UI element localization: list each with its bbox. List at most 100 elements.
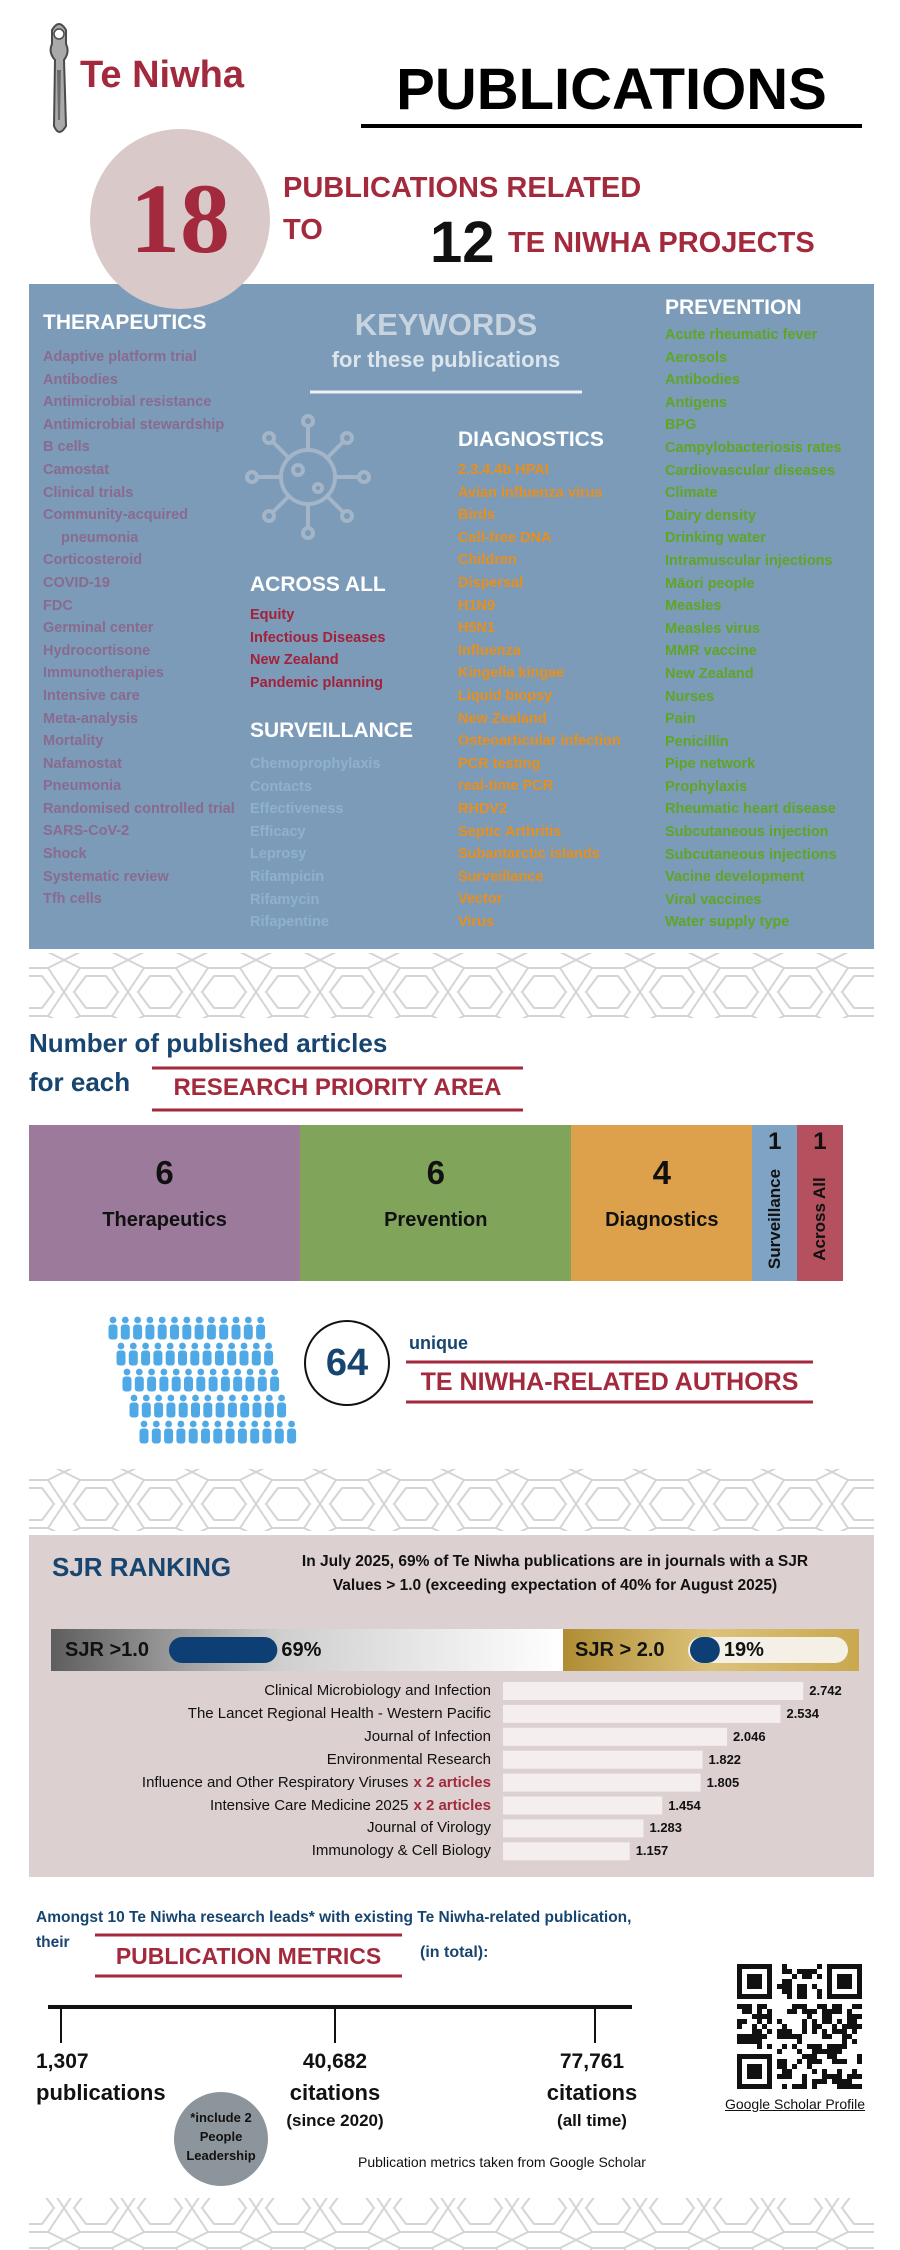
- keyword: Penicillin: [665, 733, 729, 750]
- area-count: 6: [155, 1154, 174, 1191]
- keyword-list: Chemoprophylaxis Contacts Effectiveness Eff…: [250, 753, 455, 934]
- person-head: [121, 1316, 129, 1324]
- keyword: Subcutaneous injection: [665, 824, 829, 841]
- person-head: [203, 1342, 211, 1350]
- person-body: [122, 1376, 132, 1392]
- keyword: Equity: [250, 607, 295, 623]
- author-count: 64: [325, 1342, 369, 1384]
- journal-title: Environmental Research: [326, 1750, 491, 1768]
- keyword-group-title: THERAPEUTICS: [43, 311, 207, 334]
- person-head: [278, 1394, 285, 1402]
- logo-icon: [49, 23, 69, 133]
- keyword: Antibodies: [665, 372, 740, 389]
- person-body: [277, 1402, 287, 1418]
- keyword: 2.3.4.4b HPAI: [458, 462, 549, 478]
- keyword: Kingella kingae: [458, 665, 565, 682]
- person-body: [108, 1324, 118, 1340]
- keyword: Cell-free DNA: [458, 529, 552, 546]
- sjr-value: 2.534: [786, 1705, 820, 1721]
- person-body: [171, 1376, 181, 1392]
- person-body: [274, 1428, 284, 1444]
- person-head: [155, 1394, 163, 1402]
- keyword: Camostat: [43, 461, 110, 478]
- person-body: [145, 1324, 155, 1340]
- person-body: [178, 1402, 188, 1418]
- gauge-value: 69%: [281, 1639, 322, 1661]
- person-body: [264, 1350, 274, 1366]
- metric-label: citations: [546, 2080, 638, 2105]
- gauge-label: SJR >1.0: [65, 1639, 149, 1661]
- person-head: [241, 1394, 249, 1402]
- person-body: [287, 1428, 297, 1444]
- gauge-bar: [169, 1637, 278, 1663]
- person-body: [202, 1350, 212, 1366]
- person-body: [165, 1350, 175, 1366]
- keyword: Pneumonia: [43, 778, 122, 795]
- authors-circle: [304, 1320, 390, 1406]
- keyword: Aerosols: [665, 349, 728, 366]
- person-body: [208, 1376, 218, 1392]
- person-body: [116, 1350, 126, 1366]
- person-head: [263, 1420, 271, 1428]
- person-head: [252, 1342, 260, 1350]
- person-body: [139, 1428, 149, 1444]
- sjr-description: In July 2025, 69% of Te Niwha publicatio…: [301, 1553, 809, 1570]
- area-bar: 6 Prevention: [300, 1125, 572, 1281]
- keyword: Adaptive platform trial: [43, 349, 197, 365]
- person-head: [142, 1342, 150, 1350]
- person-head: [140, 1420, 148, 1428]
- person-body: [239, 1350, 249, 1366]
- journal-name: Journal of Infection: [40, 1726, 491, 1748]
- person-body: [227, 1350, 237, 1366]
- authors-label: TE NIWHA-RELATED AUTHORS: [420, 1368, 799, 1396]
- keyword: real-time PCR: [458, 778, 554, 795]
- person-head: [117, 1342, 125, 1350]
- person-body: [178, 1350, 187, 1366]
- person-head: [265, 1342, 272, 1350]
- keyword: Avian influenza virus: [458, 484, 603, 501]
- keyword: H5N1: [458, 620, 496, 637]
- journal-title: Journal of Virology: [367, 1819, 491, 1837]
- person-body: [176, 1428, 186, 1444]
- section-heading: for each: [29, 1067, 131, 1097]
- graphic-part: [57, 70, 61, 120]
- area-name: Surveillance: [764, 1168, 784, 1270]
- keyword: Intensive care: [43, 687, 140, 704]
- profile-link[interactable]: Google Scholar Profile: [724, 2096, 866, 2112]
- graphic-part: [340, 431, 354, 445]
- author-qualifier: unique: [409, 1333, 468, 1353]
- keyword: Intramuscular injections: [665, 552, 833, 569]
- person-body: [151, 1428, 161, 1444]
- sjr-value: 2.046: [733, 1728, 766, 1744]
- pattern-band: [29, 2198, 874, 2250]
- journal-name: Environmental Research: [40, 1749, 491, 1771]
- sjr-value: 1.805: [706, 1774, 740, 1790]
- person-body: [250, 1428, 260, 1444]
- keyword: Randomised controlled trial: [43, 800, 235, 817]
- person-head: [165, 1420, 173, 1428]
- journal-name: Intensive Care Medicine 2025 x 2 articles: [40, 1795, 491, 1817]
- journal-title: Journal of Infection: [364, 1727, 491, 1745]
- keyword: Rifapentine: [250, 914, 329, 931]
- keyword: New Zealand: [250, 652, 339, 669]
- person-head: [258, 1368, 266, 1376]
- sjr-value: 2.742: [809, 1683, 842, 1698]
- keyword: H1N9: [458, 597, 496, 614]
- journal-title: The Lancet Regional Health - Western Pac…: [187, 1704, 491, 1722]
- person-body: [157, 1324, 167, 1340]
- summary-text: PUBLICATIONS RELATED: [283, 172, 642, 204]
- keyword: Prophylaxis: [665, 778, 748, 795]
- pattern-band: [29, 1469, 874, 1531]
- keyword-list: Equity Infectious Diseases New Zealand Pand…: [250, 604, 455, 694]
- count-circle: [90, 129, 270, 309]
- person-head: [134, 1316, 142, 1324]
- graphic-part: [53, 28, 65, 40]
- keyword: Corticosteroid: [43, 552, 143, 569]
- journal-note: x 2 articles: [413, 1773, 491, 1791]
- person-body: [257, 1376, 267, 1392]
- pattern-band: [29, 953, 874, 1018]
- person-body: [214, 1350, 224, 1366]
- keyword: Measles: [665, 598, 722, 615]
- sjr-bar: [503, 1727, 728, 1746]
